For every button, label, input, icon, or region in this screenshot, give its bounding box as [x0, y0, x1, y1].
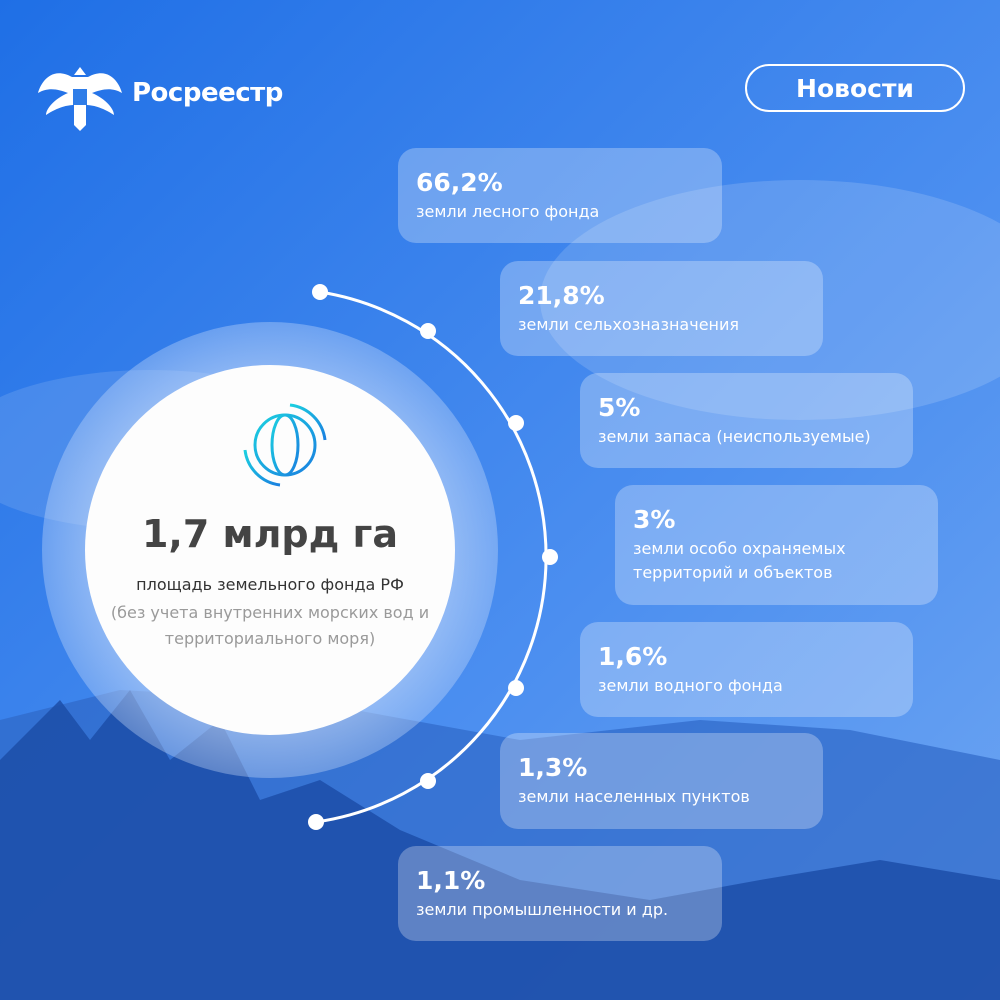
stat-card: 3% земли особо охраняемых территорий и об…: [615, 485, 938, 605]
logo-emblem: [38, 67, 122, 131]
dot: [542, 549, 558, 565]
stat-card: 1,6% земли водного фонда: [580, 622, 913, 717]
stat-label: земли особо охраняемых территорий и объе…: [633, 539, 846, 582]
dot: [312, 284, 328, 300]
stat-label: земли сельхозназначения: [518, 315, 740, 334]
stat-card: 5% земли запаса (неиспользуемые): [580, 373, 913, 468]
total-value: 1,7 млрд га: [141, 512, 399, 556]
stat-label: земли населенных пунктов: [518, 787, 750, 806]
stat-value: 1,6%: [598, 642, 668, 671]
stat-label: земли лесного фонда: [416, 202, 600, 221]
total-note: (без учета внутренних морских вод и терр…: [110, 603, 430, 648]
dot: [508, 415, 524, 431]
stat-value: 21,8%: [518, 281, 605, 310]
forest: [0, 690, 1000, 1000]
stat-value: 3%: [633, 505, 676, 534]
dot: [508, 680, 524, 696]
stat-value: 66,2%: [416, 168, 503, 197]
news-button[interactable]: Новости: [745, 64, 965, 112]
stat-card: 66,2% земли лесного фонда: [398, 148, 722, 243]
dot: [420, 323, 436, 339]
stat-card: 21,8% земли сельхозназначения: [500, 261, 823, 356]
stat-label: земли промышленности и др.: [416, 900, 669, 919]
stat-label: земли водного фонда: [598, 676, 783, 695]
dot: [308, 814, 324, 830]
arc-dots: [308, 284, 558, 830]
stat-card: 1,1% земли промышленности и др.: [398, 846, 722, 941]
stat-label: земли запаса (неиспользуемые): [598, 427, 871, 446]
stat-value: 1,1%: [416, 866, 486, 895]
brand-name: Росреестр: [132, 78, 283, 108]
stat-value: 1,3%: [518, 753, 588, 782]
stat-card: 1,3% земли населенных пунктов: [500, 733, 823, 829]
dot: [420, 773, 436, 789]
cloud: [540, 180, 1000, 420]
stat-value: 5%: [598, 393, 641, 422]
inner-circle: [85, 365, 455, 735]
total-caption: площадь земельного фонда РФ: [136, 575, 404, 594]
globe-icon: [243, 403, 327, 487]
